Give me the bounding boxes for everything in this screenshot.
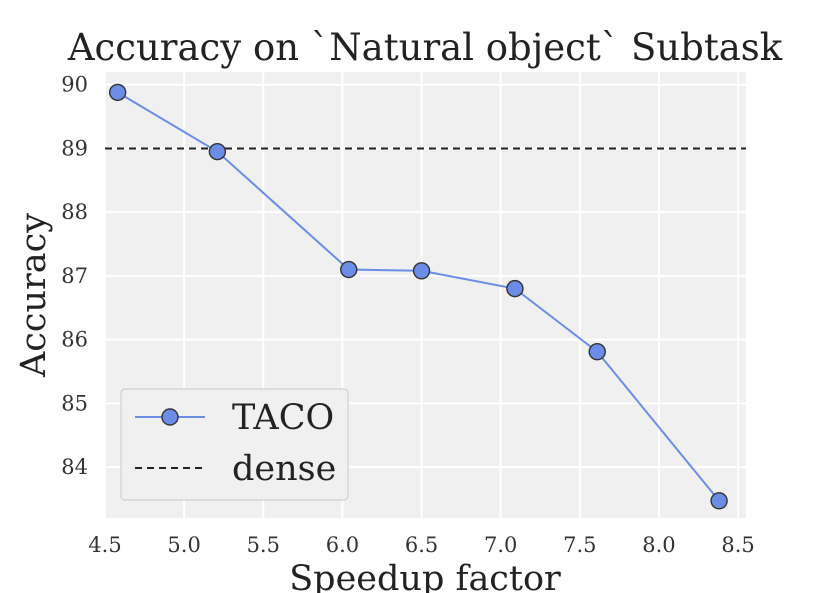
- y-tick-label: 87: [61, 264, 88, 288]
- x-tick-label: 6.0: [326, 533, 359, 557]
- y-tick-labels: 84 85 86 87 88 89 90: [61, 73, 88, 479]
- x-tick-label: 7.5: [563, 533, 596, 557]
- y-tick-label: 85: [61, 391, 88, 415]
- y-axis-label: Accuracy: [14, 213, 54, 378]
- taco-data-point: [506, 279, 524, 298]
- series-layer: [105, 83, 746, 510]
- x-tick-label: 5.5: [247, 533, 280, 557]
- taco-data-point: [412, 262, 431, 280]
- x-tick-label: 4.5: [88, 533, 121, 557]
- y-tick-label: 88: [61, 200, 88, 224]
- x-tick-label: 8.0: [642, 533, 675, 557]
- x-axis-label: Speedup factor: [289, 559, 561, 593]
- legend-dense-label: dense: [232, 449, 336, 489]
- y-tick-label: 89: [61, 136, 88, 160]
- legend-taco-label: TACO: [232, 398, 334, 438]
- taco-data-point: [208, 142, 227, 161]
- x-tick-label: 7.0: [484, 533, 517, 557]
- chart-title: Accuracy on `Natural object` Subtask: [67, 26, 783, 69]
- taco-data-point: [710, 492, 728, 510]
- taco-data-point: [108, 83, 127, 102]
- x-tick-label: 8.5: [721, 533, 754, 557]
- x-tick-labels: 4.5 5.0 5.5 6.0 6.5 7.0 7.5 8.0 8.5: [88, 533, 754, 557]
- x-tick-label: 6.5: [405, 533, 438, 557]
- y-tick-label: 90: [61, 73, 88, 97]
- x-tick-label: 5.0: [167, 533, 200, 557]
- taco-data-point: [340, 260, 358, 279]
- y-tick-label: 86: [61, 328, 88, 352]
- taco-data-point: [588, 343, 606, 361]
- y-tick-label: 84: [61, 455, 88, 479]
- legend: TACO dense: [120, 388, 349, 501]
- legend-taco-marker: [161, 408, 179, 426]
